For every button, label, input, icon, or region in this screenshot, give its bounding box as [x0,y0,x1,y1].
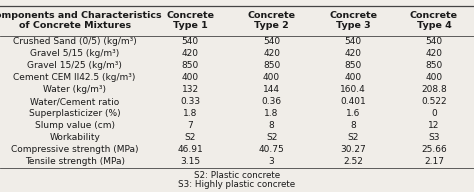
Text: 850: 850 [345,61,362,70]
Text: 400: 400 [425,73,443,82]
Text: S2: S2 [347,133,359,142]
Text: 420: 420 [182,49,199,58]
Text: 540: 540 [263,37,280,46]
Text: 420: 420 [263,49,280,58]
Text: Concrete
Type 4: Concrete Type 4 [410,11,458,30]
Text: 30.27: 30.27 [340,145,366,154]
Text: 0.36: 0.36 [262,97,282,106]
Text: 12: 12 [428,121,439,130]
Text: 144: 144 [263,85,280,94]
Text: 850: 850 [263,61,280,70]
Text: Slump value (cm): Slump value (cm) [35,121,115,130]
Text: S3: Highly plastic concrete: S3: Highly plastic concrete [178,180,296,189]
Text: 540: 540 [182,37,199,46]
Text: 8: 8 [350,121,356,130]
Text: 160.4: 160.4 [340,85,366,94]
Text: S2: S2 [266,133,277,142]
Text: 1.8: 1.8 [183,109,197,118]
Text: 400: 400 [182,73,199,82]
Text: Water/Cement ratio: Water/Cement ratio [30,97,119,106]
Text: 1.8: 1.8 [264,109,279,118]
Text: Concrete
Type 3: Concrete Type 3 [329,11,377,30]
Text: 208.8: 208.8 [421,85,447,94]
Text: Compressive strength (MPa): Compressive strength (MPa) [11,145,138,154]
Text: 2.17: 2.17 [424,157,444,166]
Text: 540: 540 [425,37,443,46]
Text: 420: 420 [426,49,442,58]
Text: 400: 400 [345,73,362,82]
Text: 0.33: 0.33 [180,97,200,106]
Text: Crushed Sand (0/5) (kg/m³): Crushed Sand (0/5) (kg/m³) [13,37,137,46]
Text: Concrete
Type 1: Concrete Type 1 [166,11,214,30]
Text: 3: 3 [269,157,274,166]
Text: 132: 132 [182,85,199,94]
Text: Water (kg/m³): Water (kg/m³) [43,85,106,94]
Text: Cement CEM II42.5 (kg/m³): Cement CEM II42.5 (kg/m³) [13,73,136,82]
Text: Superplasticizer (%): Superplasticizer (%) [29,109,120,118]
Text: S2: Plastic concrete: S2: Plastic concrete [194,171,280,180]
Text: 40.75: 40.75 [259,145,284,154]
Text: Gravel 5/15 (kg/m³): Gravel 5/15 (kg/m³) [30,49,119,58]
Text: 400: 400 [263,73,280,82]
Text: 25.66: 25.66 [421,145,447,154]
Text: Gravel 15/25 (kg/m³): Gravel 15/25 (kg/m³) [27,61,122,70]
Text: S3: S3 [428,133,440,142]
Text: 1.6: 1.6 [346,109,360,118]
Text: Tensile strength (MPa): Tensile strength (MPa) [25,157,125,166]
Text: Concrete
Type 2: Concrete Type 2 [247,11,296,30]
Text: 420: 420 [345,49,362,58]
Text: 0.522: 0.522 [421,97,447,106]
Text: Components and Characteristics
of Concrete Mixtures: Components and Characteristics of Concre… [0,11,162,30]
Text: 2.52: 2.52 [343,157,363,166]
Text: Workability: Workability [49,133,100,142]
Text: 3.15: 3.15 [180,157,200,166]
Text: 8: 8 [269,121,274,130]
Text: 0.401: 0.401 [340,97,366,106]
Text: 7: 7 [187,121,193,130]
Text: 0: 0 [431,109,437,118]
Text: 850: 850 [182,61,199,70]
Text: 850: 850 [425,61,443,70]
Text: 46.91: 46.91 [177,145,203,154]
Text: S2: S2 [184,133,196,142]
Text: 540: 540 [345,37,362,46]
